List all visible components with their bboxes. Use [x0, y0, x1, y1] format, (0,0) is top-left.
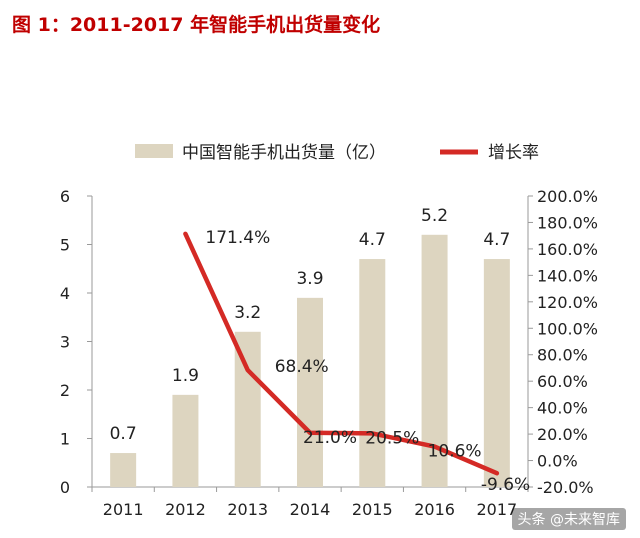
y-right-tick-label: 160.0% [537, 240, 598, 259]
bar-value-label: 4.7 [483, 230, 510, 250]
watermark: 头条 @未来智库 [511, 508, 626, 530]
y-left-tick-label: 4 [60, 284, 70, 303]
y-left-tick-label: 3 [60, 333, 70, 352]
y-left-tick-label: 5 [60, 236, 70, 255]
y-right-tick-label: 0.0% [537, 452, 578, 471]
bar-value-label: 3.2 [234, 303, 261, 323]
y-right-tick-label: 20.0% [537, 425, 588, 444]
line-value-label: 20.5% [365, 428, 419, 448]
x-tick-label: 2012 [165, 500, 206, 519]
y-right-tick-label: 200.0% [537, 187, 598, 206]
legend-label-shipments: 中国智能手机出货量（亿） [182, 143, 386, 163]
bar-value-label: 0.7 [110, 424, 137, 444]
bar [483, 259, 510, 487]
line-value-label: 68.4% [275, 357, 329, 377]
bar-value-label: 5.2 [421, 206, 448, 226]
x-tick-label: 2017 [476, 500, 517, 519]
y-left-tick-label: 6 [60, 187, 70, 206]
y-left-tick-label: 2 [60, 381, 70, 400]
bar [172, 394, 199, 487]
y-left-tick-label: 0 [60, 478, 70, 497]
bar-value-label: 4.7 [359, 230, 386, 250]
y-right-tick-label: 80.0% [537, 346, 588, 365]
x-tick-label: 2014 [290, 500, 331, 519]
line-value-label: -9.6% [481, 475, 530, 495]
y-left-tick-label: 1 [60, 430, 70, 449]
y-right-tick-label: 180.0% [537, 213, 598, 232]
y-right-tick-label: 100.0% [537, 319, 598, 338]
line-value-label: 171.4% [205, 228, 270, 248]
x-tick-label: 2015 [352, 500, 393, 519]
y-right-tick-label: -20.0% [537, 478, 594, 497]
y-right-tick-label: 40.0% [537, 399, 588, 418]
bar [297, 297, 323, 487]
x-tick-label: 2016 [414, 500, 455, 519]
bar [110, 453, 137, 487]
bar-value-label: 1.9 [172, 366, 199, 386]
legend-label-growth: 增长率 [488, 143, 539, 163]
bar-value-label: 3.9 [296, 269, 323, 289]
line-value-label: 21.0% [303, 428, 357, 448]
x-tick-label: 2013 [227, 500, 268, 519]
legend-swatch-shipments [135, 144, 173, 158]
x-tick-label: 2011 [103, 500, 144, 519]
line-value-label: 10.6% [428, 442, 482, 462]
bar [359, 259, 386, 487]
y-right-tick-label: 120.0% [537, 293, 598, 312]
bar [234, 331, 261, 487]
chart-title: 图 1：2011-2017 年智能手机出货量变化 [12, 14, 381, 36]
y-right-tick-label: 60.0% [537, 372, 588, 391]
growth-rate-line [183, 231, 500, 476]
y-right-tick-label: 140.0% [537, 266, 598, 285]
